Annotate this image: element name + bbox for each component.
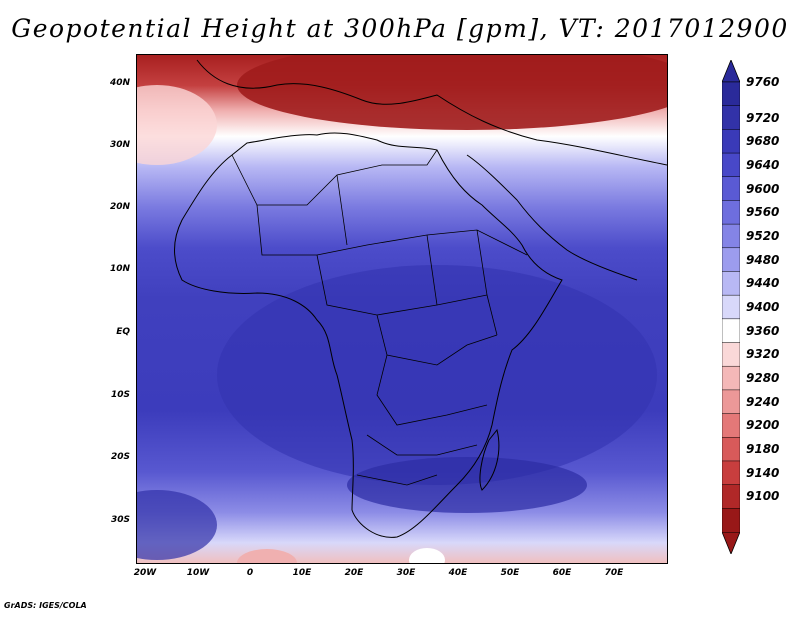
- lat-label-20s: 20S: [110, 452, 130, 462]
- lat-label-30s: 30S: [110, 515, 130, 525]
- colorbar: [721, 58, 741, 556]
- lon-label-50e: 50E: [500, 568, 520, 578]
- colorbar-swatch: [721, 484, 741, 510]
- lat-label-40n: 40N: [109, 78, 130, 88]
- colorbar-level-label: 9760: [746, 75, 780, 89]
- colorbar-swatch: [721, 152, 741, 178]
- colorbar-level-label: 9180: [746, 442, 780, 457]
- colorbar-swatch: [721, 271, 741, 296]
- lon-label-40e: 40E: [448, 568, 468, 578]
- colorbar-swatch: [721, 413, 741, 439]
- colorbar-level-label: 9360: [746, 323, 780, 338]
- colorbar-swatch: [721, 342, 741, 367]
- colorbar-swatch: [721, 318, 741, 344]
- colorbar-level-label: 9640: [746, 157, 780, 172]
- grads-credit: GrADS: IGES/COLA: [4, 601, 87, 610]
- colorbar-level-label: 9520: [746, 228, 780, 243]
- colorbar-swatch: [721, 365, 741, 391]
- colorbar-swatch: [721, 81, 741, 107]
- colorbar-top-arrow: [721, 58, 741, 83]
- country-borders: [231, 149, 528, 486]
- lon-label-10w: 10W: [186, 568, 210, 578]
- colorbar-bottom-arrow: [721, 531, 741, 556]
- lat-label-eq: EQ: [116, 327, 130, 337]
- colorbar-swatch: [721, 129, 741, 154]
- colorbar-level-label: 9720: [746, 110, 780, 125]
- colorbar-swatch: [721, 437, 741, 462]
- lon-label-70e: 70E: [604, 568, 624, 578]
- colorbar-swatch: [721, 294, 741, 320]
- colorbar-swatch: [721, 508, 741, 533]
- map-title: Geopotential Height at 300hPa [gpm], VT:…: [11, 14, 789, 43]
- lat-label-10n: 10N: [109, 264, 130, 274]
- colorbar-swatch: [721, 389, 741, 415]
- lon-label-60e: 60E: [552, 568, 572, 578]
- lon-label-0: 0: [246, 568, 254, 578]
- south-pink-blob: [237, 549, 297, 563]
- lat-label-30n: 30N: [109, 140, 130, 150]
- colorbar-swatch: [721, 223, 741, 249]
- central-dark-blue: [217, 265, 657, 485]
- lon-label-20e: 20E: [344, 568, 364, 578]
- colorbar-swatch: [721, 200, 741, 225]
- colorbar-swatch: [721, 176, 741, 202]
- colorbar-level-label: 9600: [746, 181, 780, 196]
- colorbar-level-label: 9200: [746, 418, 780, 433]
- colorbar-level-label: 9680: [746, 134, 780, 149]
- colorbar-level-label: 9440: [746, 276, 780, 291]
- colorbar-level-label: 9100: [746, 489, 780, 504]
- lon-label-20w: 20W: [133, 568, 157, 578]
- lon-label-10e: 10E: [292, 568, 312, 578]
- southwest-dark-blue: [137, 490, 217, 560]
- colorbar-level-label: 9320: [746, 347, 780, 362]
- lon-label-30e: 30E: [396, 568, 416, 578]
- low-west-pink: [137, 85, 217, 165]
- colorbar-level-label: 9400: [746, 300, 780, 314]
- colorbar-level-label: 9240: [746, 394, 780, 409]
- colorbar-swatch: [721, 460, 741, 486]
- colorbar-swatch: [721, 105, 741, 131]
- colorbar-level-label: 9280: [746, 371, 780, 386]
- lat-label-20n: 20N: [109, 202, 130, 212]
- lat-label-10s: 10S: [110, 390, 130, 400]
- south-white-blob: [409, 548, 445, 563]
- colorbar-level-label: 9480: [746, 252, 780, 267]
- geopotential-map: [136, 54, 668, 564]
- colorbar-level-label: 9560: [746, 205, 780, 220]
- high-pressure-dark-core: [237, 55, 667, 130]
- south-dark-blue: [347, 457, 587, 513]
- colorbar-swatch: [721, 247, 741, 273]
- colorbar-level-label: 9140: [746, 465, 780, 480]
